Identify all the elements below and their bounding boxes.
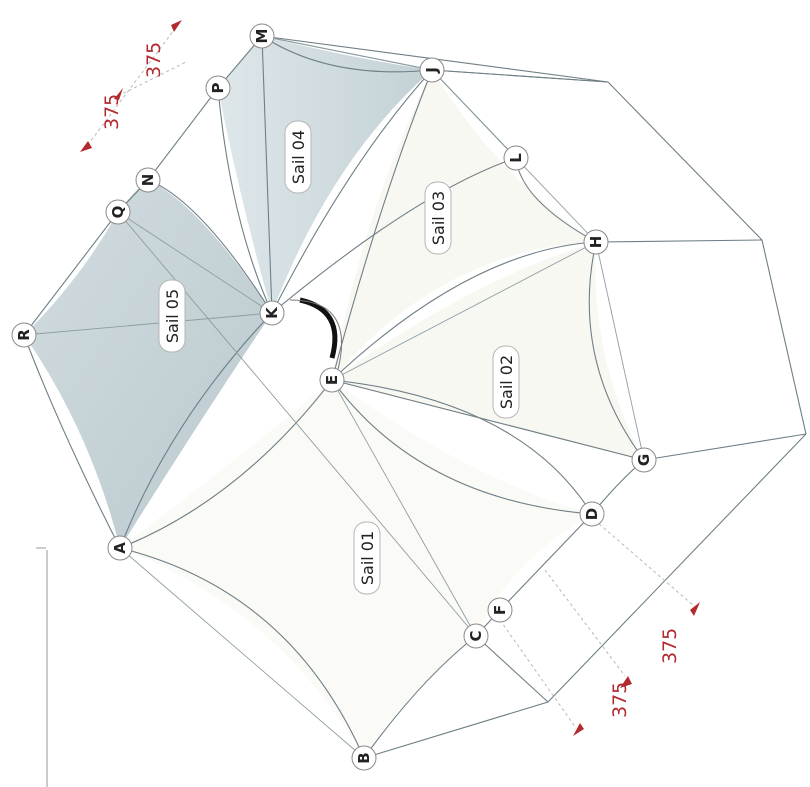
dimension-text: 375 [609,682,631,718]
node-label: P [209,83,227,94]
dimension-arrow-icon [114,88,123,100]
node-label: A [111,542,129,554]
node-label: Q [109,206,127,219]
node-label: C [467,630,485,641]
node-K: K [259,300,285,326]
dimension-arrow-icon [80,141,92,152]
dimension-arrow-icon [573,723,584,736]
node-M: M [249,23,275,49]
node-label: B [355,752,373,763]
node-L: L [503,145,529,171]
node-label: F [491,605,509,615]
sail-label-05: Sail 05 [158,279,186,353]
sail-label-04: Sail 04 [284,120,312,194]
sail-label-01: Sail 01 [353,521,381,595]
node-F: F [487,597,513,623]
node-C: C [463,623,489,649]
node-label: H [587,236,605,249]
node-R: R [11,322,37,348]
node-label: R [15,329,33,341]
sail-04-region [218,36,432,313]
dimension-text: 375 [659,628,681,664]
sail-label-text: Sail 02 [497,355,516,409]
sail-label-text: Sail 01 [358,531,377,585]
sail-label-text: Sail 05 [163,289,182,343]
sail-02-region [332,242,644,460]
sail-label-02: Sail 02 [492,345,520,419]
node-label: M [253,29,271,44]
dimension-bottom-right: 375 375 [499,515,700,736]
dimension-text: 375 [143,42,165,78]
node-P: P [205,75,231,101]
node-label: N [139,174,157,187]
sail-label-text: Sail 03 [429,191,448,245]
node-J: J [419,57,445,83]
node-D: D [579,501,605,527]
node-E: E [319,367,345,393]
dimension-top-left: 375 375 [80,20,187,152]
sail-03-region [332,70,596,380]
node-A: A [107,535,133,561]
node-G: G [631,447,657,473]
central-mast-connector [299,297,338,359]
node-H: H [583,229,609,255]
internal-ridges [23,35,645,637]
node-Q: Q [105,199,131,225]
sail-label-03: Sail 03 [424,181,452,255]
node-label: D [583,508,601,520]
node-label: K [263,306,281,319]
sail-regions [24,36,644,758]
node-label: E [323,375,341,385]
dimension-arrow-icon [620,676,632,688]
dimension-text: 375 [101,94,123,130]
node-label: L [507,153,525,163]
node-label: G [635,454,653,466]
node-B: B [351,745,377,771]
central-ring [289,299,343,381]
dimension-arrow-icon [171,20,182,32]
node-N: N [135,167,161,193]
node-label: J [423,67,441,74]
sail-label-text: Sail 04 [289,130,308,184]
dimension-arrow-icon [690,602,700,616]
